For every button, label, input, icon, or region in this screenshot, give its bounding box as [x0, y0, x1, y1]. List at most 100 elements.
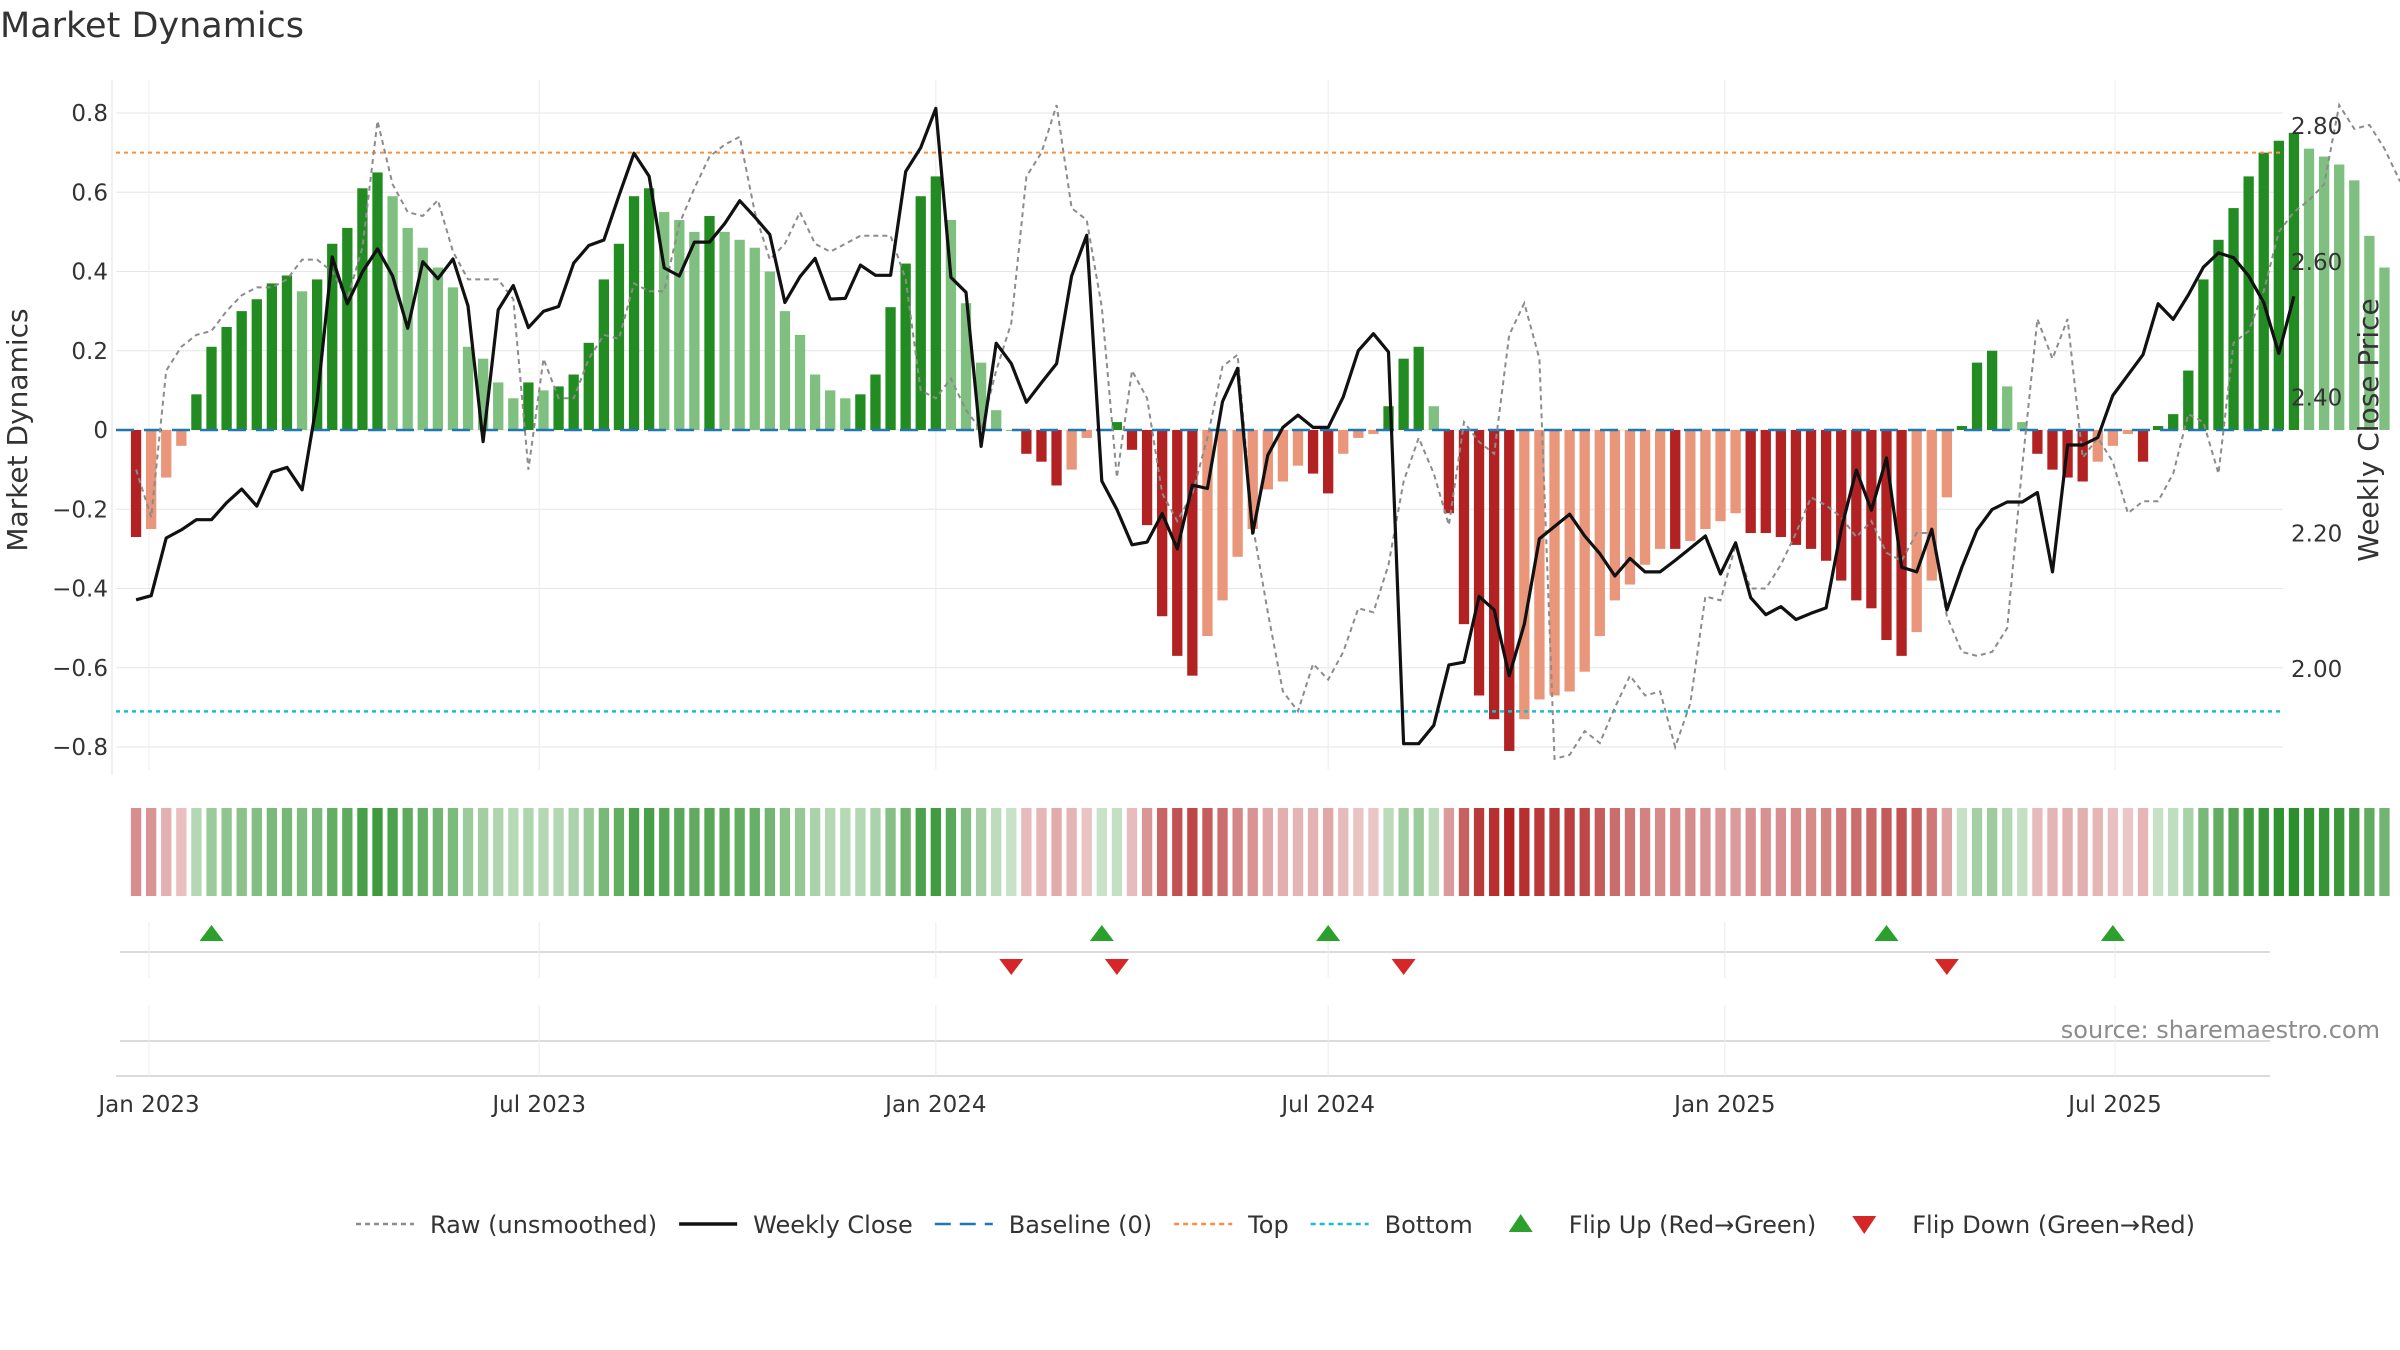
flip-up-marker [199, 925, 224, 941]
legend-swatch [1852, 1216, 1877, 1234]
regime-strip [130, 808, 2390, 896]
flip-up-marker [1874, 925, 1899, 941]
bar [553, 386, 564, 430]
bar [628, 196, 640, 430]
bar [1398, 358, 1409, 430]
regime-cell [2152, 808, 2164, 896]
bar [1926, 430, 1937, 581]
bar [493, 382, 504, 430]
reference-lines [116, 151, 2283, 713]
bar [2228, 208, 2239, 430]
regime-cell [1926, 808, 1937, 896]
bar [809, 374, 821, 430]
bar [1534, 430, 1545, 700]
x-tick-label: Jul 2025 [2066, 1092, 2162, 1118]
bar [2122, 430, 2134, 434]
bar [1775, 430, 1787, 537]
bar [372, 172, 383, 430]
bar [1338, 430, 1349, 454]
bar [1609, 430, 1621, 601]
bar [2364, 235, 2375, 430]
bar [1292, 430, 1304, 466]
regime-cell [538, 808, 549, 896]
bar [1006, 430, 1017, 431]
y-left-tick-label: −0.8 [52, 735, 108, 761]
y-left-tick-label: 0.8 [71, 101, 108, 127]
bar [176, 430, 187, 446]
bar [2032, 430, 2043, 454]
bar [523, 382, 534, 430]
y-left-tick-label: −0.2 [52, 497, 108, 523]
regime-cell [2379, 808, 2390, 896]
regime-cell [432, 808, 444, 896]
flip-down-marker [1934, 959, 1959, 975]
regime-cell [2047, 808, 2058, 896]
y-left-tick-label: −0.6 [52, 656, 108, 682]
legend-item: Baseline (0) [934, 1211, 1152, 1239]
regime-cell [1866, 808, 1877, 896]
y-left-tick-label: 0.4 [71, 260, 108, 286]
legend-label: Raw (unsmoothed) [430, 1211, 657, 1239]
regime-cell [1836, 808, 1847, 896]
bar [2379, 267, 2390, 430]
regime-cell [2077, 808, 2088, 896]
bar [1579, 430, 1590, 672]
regime-cell [1262, 808, 1273, 896]
regime-cell [1368, 808, 1379, 896]
bar [749, 247, 760, 430]
x-tick-label: Jan 2023 [96, 1092, 199, 1118]
regime-cell [1534, 808, 1545, 896]
bar [855, 394, 866, 430]
regime-cell [1202, 808, 1213, 896]
bar [1745, 430, 1756, 534]
raw-unsmoothed-line [135, 102, 2400, 761]
bar [1217, 430, 1228, 601]
bar [2318, 156, 2330, 430]
legend-item: Raw (unsmoothed) [356, 1211, 657, 1239]
bar [1881, 430, 1892, 641]
legend-item: Flip Down (Green→Red) [1852, 1211, 2195, 1239]
regime-cell [1956, 808, 1968, 896]
regime-cell [191, 808, 202, 896]
bar [1715, 430, 1726, 522]
regime-cell [176, 808, 187, 896]
y-right-tick-label: 2.80 [2291, 114, 2342, 140]
regime-cell [1473, 808, 1485, 896]
regime-cell [960, 808, 972, 896]
bar [2183, 370, 2194, 430]
regime-cell [1428, 808, 1439, 896]
regime-cell [1021, 808, 1032, 896]
bar [991, 410, 1002, 430]
bar [1971, 362, 1983, 430]
regime-cell [477, 808, 489, 896]
bar [2198, 279, 2209, 430]
regime-cell [206, 808, 217, 896]
regime-cell [1307, 808, 1319, 896]
bar [2152, 426, 2164, 430]
regime-cell [794, 808, 806, 896]
regime-cell [2062, 808, 2073, 896]
regime-cell [2168, 808, 2179, 896]
bar [2334, 164, 2345, 430]
regime-cell [1504, 808, 1515, 896]
regime-cell [447, 808, 459, 896]
regime-cell [236, 808, 247, 896]
bar [161, 430, 172, 478]
regime-cell [749, 808, 760, 896]
bar [704, 216, 715, 430]
regime-cell [2334, 808, 2345, 896]
y-right-tick-label: 2.00 [2291, 657, 2342, 683]
regime-cell [1111, 808, 1123, 896]
flip-up-marker [1089, 925, 1114, 941]
bar [191, 394, 202, 430]
regime-cell [402, 808, 413, 896]
bar [1202, 430, 1213, 637]
regime-cell [825, 808, 836, 896]
bar [870, 374, 881, 430]
regime-cell [2107, 808, 2118, 896]
legend-item: Top [1174, 1211, 1289, 1239]
bar [613, 243, 625, 430]
bar [1111, 422, 1123, 430]
x-tick-label: Jul 2023 [490, 1092, 586, 1118]
regime-cell [1685, 808, 1696, 896]
